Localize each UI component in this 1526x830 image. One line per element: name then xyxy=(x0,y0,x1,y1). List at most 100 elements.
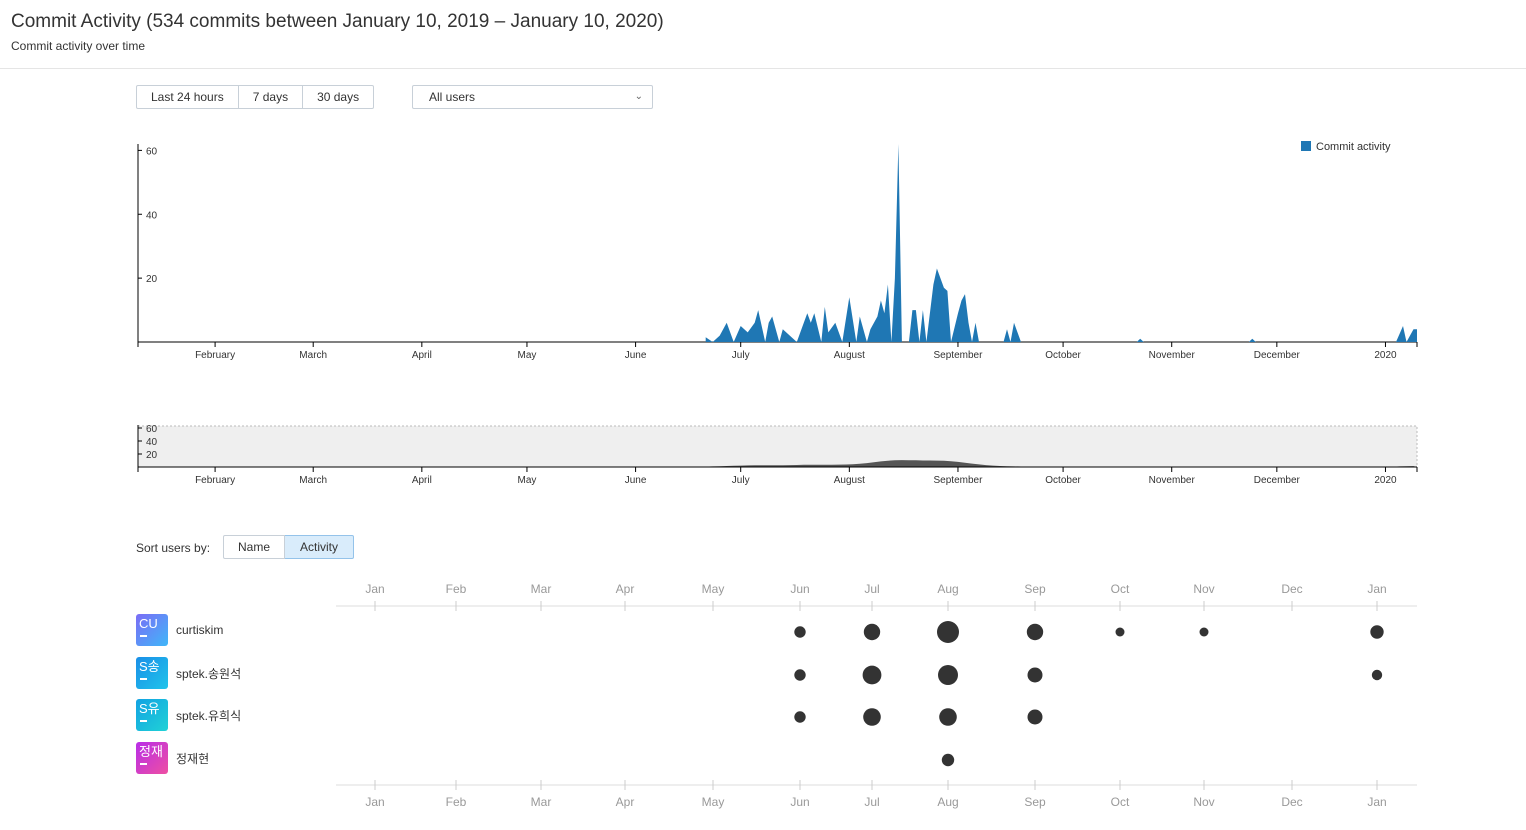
avatar-initials: S유 xyxy=(139,701,160,716)
legend-swatch xyxy=(1301,141,1311,151)
chevron-down-icon: ⌄ xyxy=(634,91,643,102)
timeline-month-label-top: Jan xyxy=(365,582,384,596)
timeline-month-label-bottom: Jan xyxy=(1367,795,1386,809)
overview-brush-chart[interactable]: 60 40 20 February March April May June July Augus… xyxy=(0,420,1526,490)
timeline-month-label-top: Apr xyxy=(616,582,635,596)
overview-x-tick-label: May xyxy=(518,475,537,486)
sort-activity-button[interactable]: Activity xyxy=(285,535,355,559)
overview-x-tick-label: July xyxy=(732,475,750,486)
avatar: 정재 xyxy=(136,742,168,774)
x-tick-label: August xyxy=(834,350,865,361)
brush-selection[interactable] xyxy=(137,425,1418,468)
activity-dot[interactable] xyxy=(794,711,806,723)
main-chart-axes: 60 40 20 February March April May June July Augus… xyxy=(137,144,1418,361)
timeline-month-label-bottom: Dec xyxy=(1281,795,1302,809)
x-tick-label: July xyxy=(732,350,750,361)
avatar: CU xyxy=(136,614,168,646)
avatar: S송 xyxy=(136,657,168,689)
avatar-initials: 정재 xyxy=(139,744,163,759)
overview-x-tick-label: September xyxy=(934,475,984,486)
activity-dot[interactable] xyxy=(794,626,806,638)
time-range-selector: Last 24 hours 7 days 30 days xyxy=(136,85,375,109)
activity-dot[interactable] xyxy=(863,708,881,726)
overview-y-tick-label: 20 xyxy=(146,450,158,461)
user-name[interactable]: sptek.유희식 xyxy=(176,708,242,723)
user-row[interactable]: S유 sptek.유희식 xyxy=(136,699,241,731)
activity-dot[interactable] xyxy=(1027,709,1043,725)
user-filter-value: All users xyxy=(429,90,476,104)
timeline-month-label-top: Oct xyxy=(1111,582,1130,596)
user-row[interactable]: 정재 정재현 xyxy=(136,742,209,774)
activity-dot[interactable] xyxy=(937,621,959,643)
avatar-initials: S송 xyxy=(139,659,160,674)
y-tick-label: 20 xyxy=(146,274,158,285)
avatar-underline xyxy=(140,635,147,637)
user-filter-select[interactable]: All users ⌄ xyxy=(412,85,653,109)
user-row[interactable]: S송 sptek.송원석 xyxy=(136,657,241,689)
timeline-month-label-bottom: Jun xyxy=(790,795,809,809)
x-tick-label: June xyxy=(625,350,647,361)
overview-x-tick-label: March xyxy=(299,475,327,486)
user-name[interactable]: 정재현 xyxy=(176,751,210,766)
sort-name-button[interactable]: Name xyxy=(223,535,286,559)
sort-label: Sort users by: xyxy=(136,541,211,555)
timeline-month-label-top: Jun xyxy=(790,582,809,596)
overview-x-tick-label: October xyxy=(1045,475,1081,486)
timeline-month-label-bottom: May xyxy=(702,795,725,809)
y-tick-label: 40 xyxy=(146,210,158,221)
overview-x-tick-label: December xyxy=(1254,475,1301,486)
timeline-month-label-bottom: Mar xyxy=(531,795,552,809)
timeline-month-label-top: Dec xyxy=(1281,582,1302,596)
timeline-month-label-bottom: Oct xyxy=(1111,795,1130,809)
timeline-month-label-bottom: Apr xyxy=(616,795,635,809)
page-subtitle: Commit activity over time xyxy=(11,39,146,53)
x-tick-label: 2020 xyxy=(1374,350,1397,361)
avatar-underline xyxy=(140,763,147,765)
overview-x-tick-label: 2020 xyxy=(1374,475,1397,486)
activity-dot[interactable] xyxy=(794,669,806,681)
x-tick-label: May xyxy=(518,350,537,361)
activity-dot[interactable] xyxy=(1115,627,1125,637)
page-title: Commit Activity (534 commits between Jan… xyxy=(11,11,664,32)
timeline-month-label-bottom: Sep xyxy=(1024,795,1046,809)
range-30d-button[interactable]: 30 days xyxy=(303,85,375,109)
x-tick-label: December xyxy=(1254,350,1301,361)
timeline-month-label-bottom: Aug xyxy=(937,795,958,809)
activity-dot[interactable] xyxy=(862,665,882,685)
user-name[interactable]: curtiskim xyxy=(176,623,224,637)
activity-dot[interactable] xyxy=(939,708,957,726)
commit-activity-chart: 60 40 20 February March April May June July Augus… xyxy=(137,141,1418,361)
timeline-month-label-top: Mar xyxy=(531,582,552,596)
avatar-underline xyxy=(140,720,147,722)
timeline-month-label-bottom: Jul xyxy=(864,795,879,809)
timeline-month-label-bottom: Jan xyxy=(365,795,384,809)
activity-dot[interactable] xyxy=(1370,625,1384,639)
timeline-month-label-top: Jan xyxy=(1367,582,1386,596)
overview-axes: 60 40 20 February March April May June July Augus… xyxy=(137,424,1418,486)
activity-dot[interactable] xyxy=(1371,669,1383,681)
activity-dot[interactable] xyxy=(1199,627,1209,637)
overview-x-tick-label: June xyxy=(625,475,647,486)
overview-x-tick-label: April xyxy=(412,475,432,486)
activity-dot[interactable] xyxy=(938,665,958,685)
chart-legend: Commit activity xyxy=(1301,141,1391,153)
y-tick-label: 60 xyxy=(146,146,158,157)
timeline-month-label-top: Jul xyxy=(864,582,879,596)
range-7d-button[interactable]: 7 days xyxy=(238,85,304,109)
timeline-month-label-bottom: Nov xyxy=(1193,795,1214,809)
activity-dot[interactable] xyxy=(1027,667,1043,683)
avatar-initials: CU xyxy=(139,616,158,631)
overview-x-tick-label: February xyxy=(195,475,235,486)
page-header: Commit Activity (534 commits between Jan… xyxy=(0,0,1526,69)
overview-y-tick-label: 40 xyxy=(146,437,158,448)
sort-toggle: Name Activity xyxy=(223,535,355,559)
activity-dot[interactable] xyxy=(1026,623,1044,641)
user-row[interactable]: CU curtiskim xyxy=(136,614,223,646)
x-tick-label: April xyxy=(412,350,432,361)
activity-dot[interactable] xyxy=(863,623,881,641)
timeline-month-label-top: May xyxy=(702,582,725,596)
user-name[interactable]: sptek.송원석 xyxy=(176,666,242,681)
timeline-month-label-top: Sep xyxy=(1024,582,1046,596)
range-24h-button[interactable]: Last 24 hours xyxy=(136,85,239,109)
activity-dot[interactable] xyxy=(941,753,955,767)
